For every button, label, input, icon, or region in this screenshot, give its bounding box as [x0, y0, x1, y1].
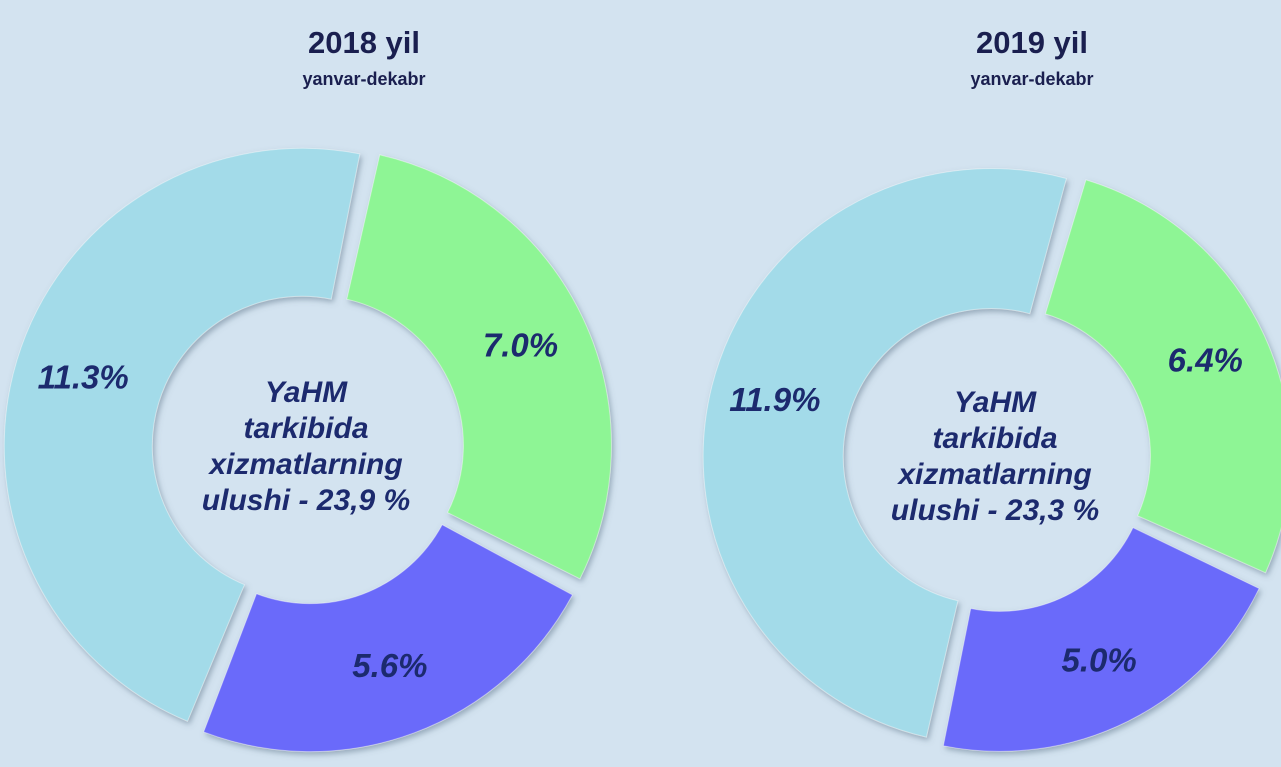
center-text: xizmatlarning [896, 458, 1091, 491]
value-label: 7.0% [483, 326, 558, 363]
value-label: 5.6% [352, 647, 427, 684]
center-text: xizmatlarning [207, 448, 402, 481]
chart-subtitle: yanvar-dekabr [970, 69, 1093, 89]
chart-title: 2019 yil [976, 25, 1088, 60]
chart-title: 2018 yil [308, 25, 420, 60]
donut-segment [942, 526, 1260, 752]
center-text: ulushi - 23,9 % [202, 484, 410, 517]
donut-segment [346, 154, 612, 580]
value-label: 6.4% [1168, 342, 1243, 379]
donut-segment [1044, 179, 1281, 574]
chart-subtitle: yanvar-dekabr [302, 69, 425, 89]
center-text: tarkibida [932, 422, 1057, 455]
value-label: 11.9% [729, 381, 820, 418]
value-label: 11.3% [38, 358, 129, 395]
center-text: ulushi - 23,3 % [891, 494, 1099, 527]
donut-segment [702, 168, 1068, 738]
center-text: YaHM [265, 376, 348, 409]
value-label: 5.0% [1062, 642, 1137, 679]
center-text: YaHM [954, 386, 1037, 419]
donut-segment [202, 524, 574, 753]
donut-segment [3, 147, 361, 722]
center-text: tarkibida [243, 412, 368, 445]
